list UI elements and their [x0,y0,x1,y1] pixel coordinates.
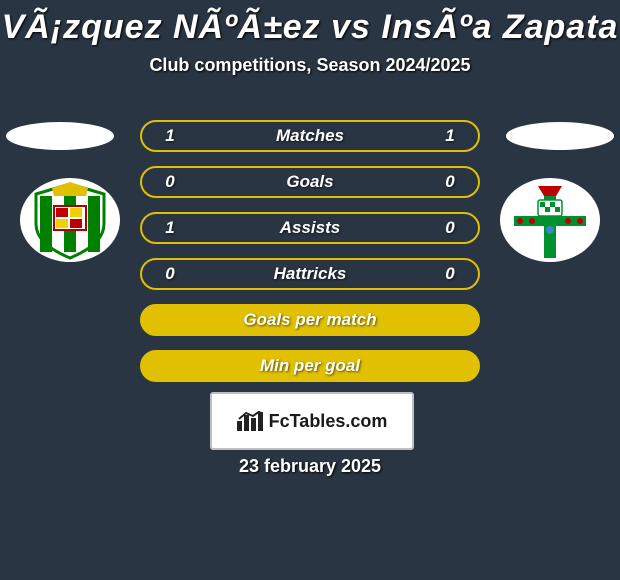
racing-ferrol-logo [500,178,600,262]
stats-container: 1 Matches 1 0 Goals 0 1 Assists 0 0 Hatt… [140,120,480,396]
cordoba-logo [20,178,120,262]
stat-label: Goals per match [182,310,438,330]
stat-left-value: 0 [158,264,182,284]
stat-assists: 1 Assists 0 [140,212,480,244]
ellipse-right [506,122,614,150]
stat-left-value: 1 [158,218,182,238]
page-subtitle: Club competitions, Season 2024/2025 [0,55,620,76]
stat-label: Assists [182,218,438,238]
comparison-card: VÃ¡zquez NÃºÃ±ez vs InsÃºa Zapata Club c… [0,0,620,580]
stat-left-value: 1 [158,126,182,146]
brand-box[interactable]: FcTables.com [210,392,414,450]
ellipse-left [6,122,114,150]
stat-hattricks: 0 Hattricks 0 [140,258,480,290]
stat-label: Min per goal [182,356,438,376]
club-logo-left [20,178,120,262]
stat-right-value: 0 [438,218,462,238]
stat-left-value: 0 [158,172,182,192]
page-title: VÃ¡zquez NÃºÃ±ez vs InsÃºa Zapata [0,0,620,47]
brand-text: FcTables.com [269,411,388,432]
stat-label: Hattricks [182,264,438,284]
stat-right-value: 0 [438,172,462,192]
stat-label: Goals [182,172,438,192]
stat-right-value: 0 [438,264,462,284]
chart-icon [237,411,263,431]
stat-right-value: 1 [438,126,462,146]
stat-min-per-goal: Min per goal [140,350,480,382]
stat-matches: 1 Matches 1 [140,120,480,152]
stat-goals-per-match: Goals per match [140,304,480,336]
stat-label: Matches [182,126,438,146]
date-label: 23 february 2025 [0,456,620,477]
stat-goals: 0 Goals 0 [140,166,480,198]
club-logo-right [500,178,600,262]
